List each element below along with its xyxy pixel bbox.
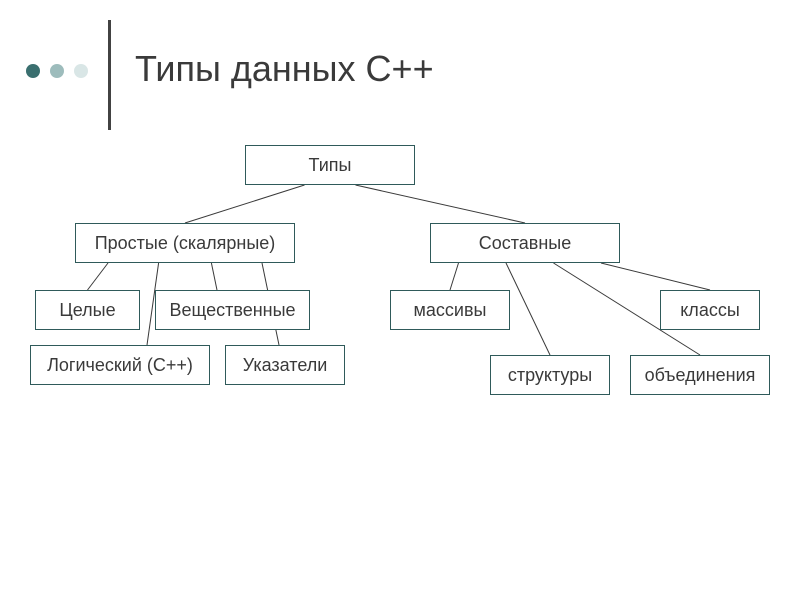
page-title: Типы данных С++ [135,48,434,90]
diagram-edge [88,263,109,290]
slide: Типы данных С++ Типы Простые (скалярные) С… [0,0,800,600]
diagram-edge [185,185,305,223]
diagram-node-simple: Простые (скалярные) [75,223,295,263]
diagram-node-bool: Логический (С++) [30,345,210,385]
diagram-edge [601,263,710,290]
diagram-node-composite: Составные [430,223,620,263]
diagram-edge [356,185,526,223]
diagram-edge [211,263,217,290]
diagram-node-class: классы [660,290,760,330]
diagram-edge [506,263,550,355]
diagram-node-int: Целые [35,290,140,330]
diagram-node-float: Вещественные [155,290,310,330]
diagram-node-union: объединения [630,355,770,395]
diagram-node-array: массивы [390,290,510,330]
decor-dot-1 [26,64,40,78]
decor-dot-3 [74,64,88,78]
diagram-node-struct: структуры [490,355,610,395]
diagram-node-root: Типы [245,145,415,185]
decor-dot-2 [50,64,64,78]
diagram-node-ptr: Указатели [225,345,345,385]
title-accent-line [108,20,111,130]
diagram-edge [450,263,459,290]
